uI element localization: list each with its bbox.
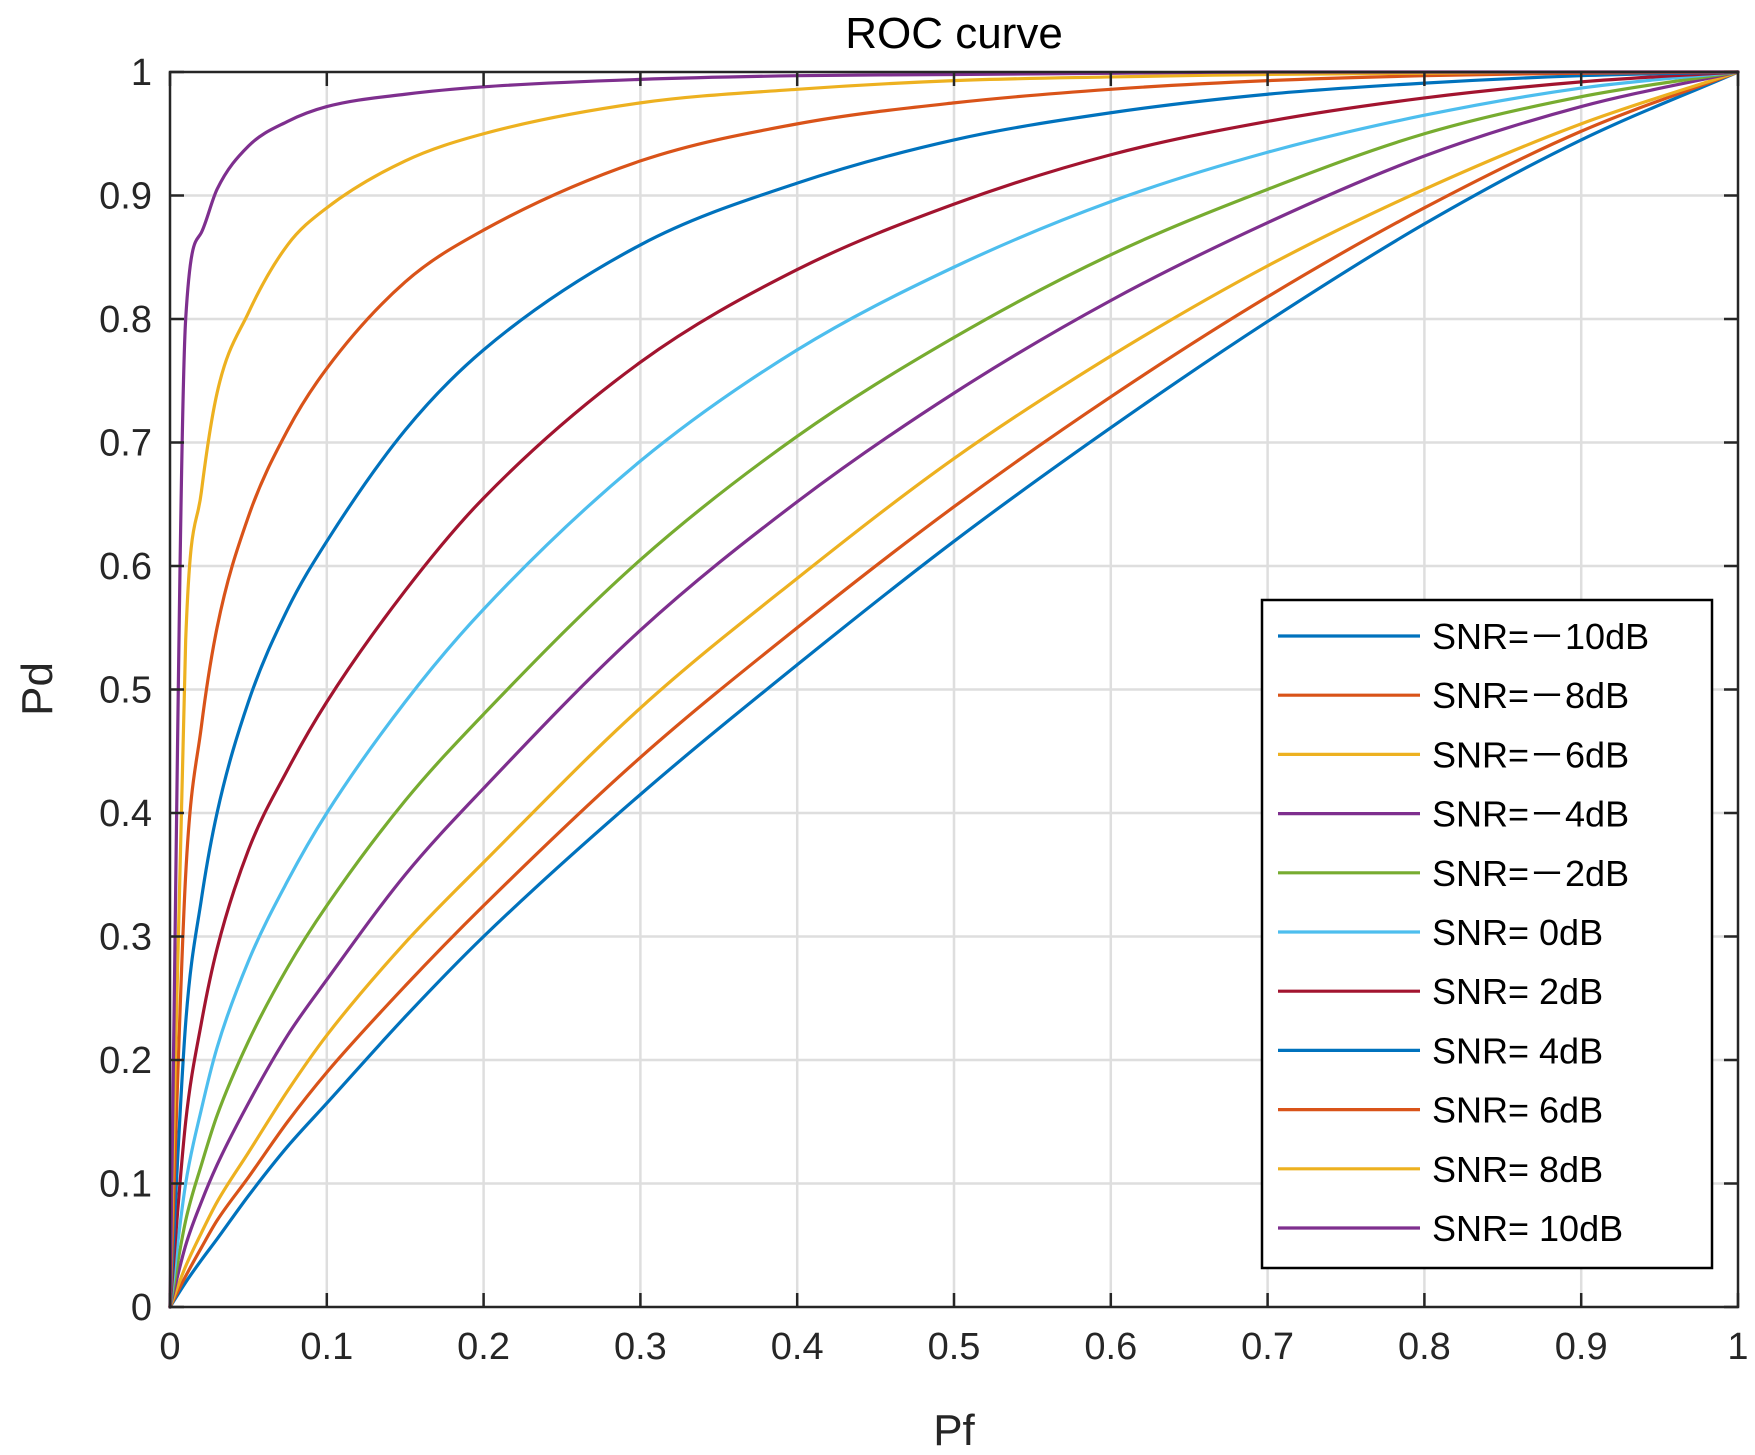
legend-label-7: SNR= 4dB bbox=[1432, 1030, 1603, 1071]
x-tick-label: 0.8 bbox=[1398, 1326, 1451, 1368]
y-tick-label: 0.5 bbox=[99, 670, 152, 712]
x-tick-label: 0 bbox=[159, 1326, 180, 1368]
x-tick-label: 0.2 bbox=[457, 1326, 510, 1368]
y-tick-label: 0.8 bbox=[99, 299, 152, 341]
y-tick-label: 0.6 bbox=[99, 546, 152, 588]
x-tick-label: 1 bbox=[1727, 1326, 1748, 1368]
x-tick-label: 0.7 bbox=[1241, 1326, 1294, 1368]
y-tick-label: 0.9 bbox=[99, 176, 152, 218]
tick-labels: 0 0.1 0.2 0.3 0.4 0.5 0.6 0.7 0.8 0.9 1 0 0.1 0.2 0.3 0… bbox=[99, 52, 1748, 1368]
legend-label-9: SNR= 8dB bbox=[1432, 1149, 1603, 1190]
series-line-6 bbox=[168, 70, 1740, 1309]
legend-label-8: SNR= 6dB bbox=[1432, 1090, 1603, 1131]
legend-label-6: SNR= 2dB bbox=[1432, 971, 1603, 1012]
y-tick-label: 0.2 bbox=[99, 1040, 152, 1082]
legend-label-0: SNR=－10dB bbox=[1432, 616, 1649, 657]
tick-marks bbox=[168, 70, 1740, 1309]
y-tick-label: 0.4 bbox=[99, 793, 152, 835]
chart-title: ROC curve bbox=[845, 9, 1063, 58]
x-tick-label: 0.9 bbox=[1555, 1326, 1608, 1368]
series-line-8 bbox=[168, 70, 1740, 1309]
legend-label-2: SNR=－6dB bbox=[1432, 734, 1629, 775]
series-line-3 bbox=[168, 70, 1740, 1309]
x-tick-label: 0.6 bbox=[1084, 1326, 1137, 1368]
y-tick-label: 0.7 bbox=[99, 423, 152, 465]
y-tick-label: 0.3 bbox=[99, 917, 152, 959]
y-tick-label: 1 bbox=[131, 52, 152, 94]
y-tick-label: 0.1 bbox=[99, 1164, 152, 1206]
series-layer bbox=[168, 70, 1740, 1309]
legend-label-4: SNR=－2dB bbox=[1432, 853, 1629, 894]
series-line-7 bbox=[168, 70, 1740, 1309]
legend: SNR=－10dB SNR=－8dB SNR=－6dB SNR=－4dB SNR=－2d… bbox=[1260, 598, 1714, 1270]
series-line-4 bbox=[168, 70, 1740, 1309]
legend-label-10: SNR= 10dB bbox=[1432, 1208, 1623, 1249]
x-tick-label: 0.5 bbox=[928, 1326, 981, 1368]
series-line-9 bbox=[168, 70, 1740, 1309]
series-line-5 bbox=[168, 70, 1740, 1309]
x-axis-label: Pf bbox=[933, 1406, 975, 1455]
y-axis-label: Pd bbox=[13, 662, 62, 716]
legend-label-3: SNR=－4dB bbox=[1432, 794, 1629, 835]
legend-box bbox=[1260, 598, 1714, 1270]
series-line-0 bbox=[168, 70, 1740, 1309]
series-line-2 bbox=[168, 70, 1740, 1309]
x-tick-label: 0.1 bbox=[300, 1326, 353, 1368]
series-line-1 bbox=[168, 70, 1740, 1309]
x-tick-label: 0.4 bbox=[771, 1326, 824, 1368]
x-tick-label: 0.3 bbox=[614, 1326, 667, 1368]
legend-label-5: SNR= 0dB bbox=[1432, 912, 1603, 953]
legend-label-1: SNR=－8dB bbox=[1432, 675, 1629, 716]
y-tick-label: 0 bbox=[131, 1287, 152, 1329]
